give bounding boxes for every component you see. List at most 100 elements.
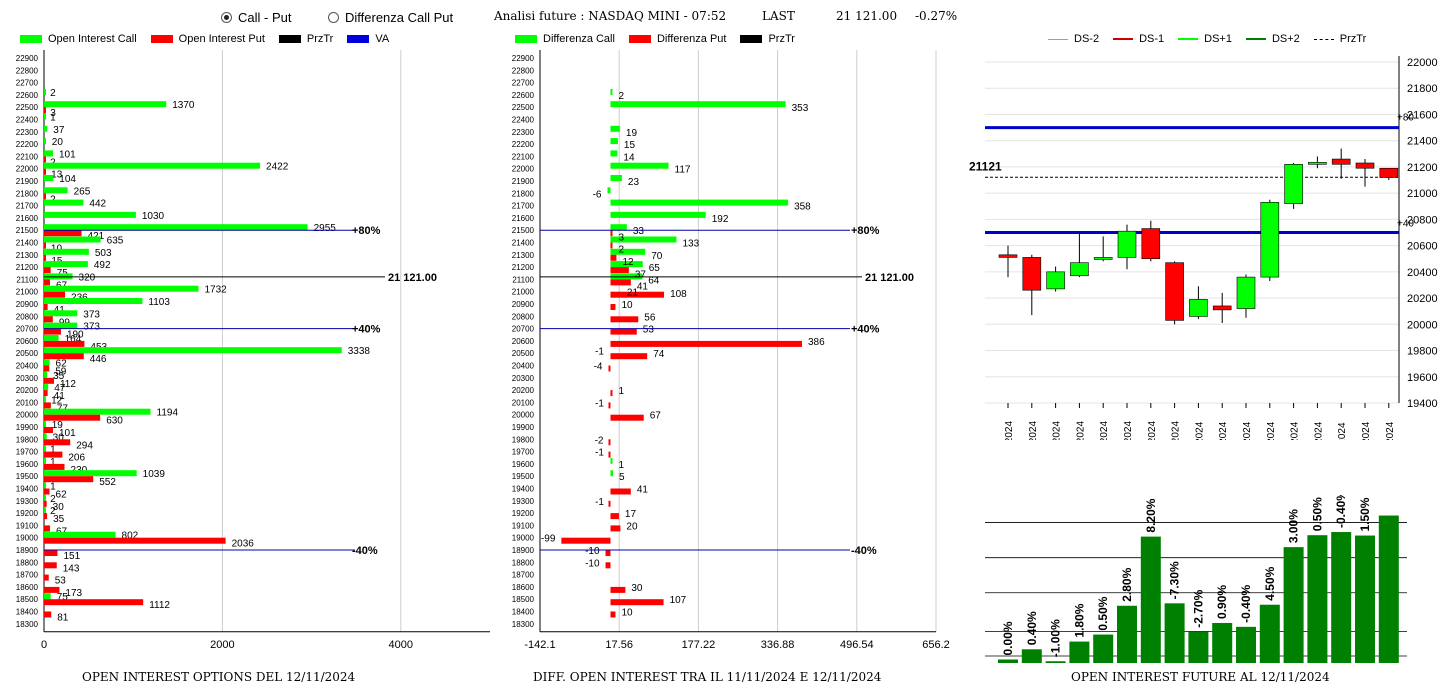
diff-put-bar [610,525,621,532]
diff-open-interest-chart: -142.1 17.56 177.22 336.88 496.54 656.2 22900 2… [512,50,950,651]
future-bar [1045,661,1066,663]
call-bar [44,175,54,181]
call-value-label: 20 [52,137,64,148]
diff-value-label: 33 [633,226,645,237]
put-bar [44,513,48,520]
x-tick-label: 177.22 [682,639,716,651]
strike-label: 20500 [16,349,39,358]
strike-label: 18400 [16,608,39,617]
legend-item-oi-call: Open Interest Call [20,33,137,45]
strike-label: 21500 [16,226,39,235]
put-bar [44,168,46,175]
call-value-label: 1370 [172,100,195,111]
call-value-label: 2955 [314,223,337,234]
diff-put-bar [610,279,631,286]
future-bar [1212,622,1233,663]
legend-item-ds+2: DS+2 [1245,33,1300,45]
legend-swatch [347,35,370,43]
diff-value-label: 19 [626,128,638,139]
strike-label: 22900 [16,54,39,63]
diff-put-bar [610,611,616,618]
future-bar-label: 0.00% [1001,621,1015,655]
x-tick-label: 656.2 [922,639,950,651]
future-bar-label: 0.50% [1096,596,1110,630]
strike-label: 21200 [512,263,535,272]
future-bar [1188,631,1209,663]
legend-label: DS+2 [1271,33,1300,45]
diff-put-bar [610,414,644,421]
future-bar [1307,535,1328,663]
date-label: 31/10/2024 [1171,421,1182,440]
call-bar [44,310,78,317]
strike-label: 19000 [512,534,535,543]
footer-diff-oi: DIFF. OPEN INTEREST TRA IL 11/11/2024 E … [533,670,882,684]
put-bar [44,390,48,397]
strike-label: 21500 [512,226,535,235]
diff-put-bar [610,513,619,520]
radio-call-put-label: Call - Put [238,10,292,25]
diff-value-label: 10 [621,300,633,311]
put-value-label: 151 [63,551,80,562]
call-bar [44,125,48,132]
legend-line [1245,38,1266,40]
call-value-label: 1 [50,113,56,124]
legend-label: PrzTr [768,33,795,45]
reference-label: +80% [352,225,381,237]
strike-label: 19600 [16,460,39,469]
strike-label: 20800 [16,312,39,321]
put-value-label: 1112 [149,600,170,611]
call-value-label: 2422 [266,162,289,173]
candle-body [1331,158,1351,165]
call-bar [44,334,59,341]
put-bar [44,611,52,618]
legend-item-oi-put: Open Interest Put [150,33,265,45]
call-value-label: 1103 [148,297,170,308]
date-label: 04/11/2024 [1218,421,1229,440]
legend-label: DS-2 [1074,33,1100,45]
put-bar [44,414,101,421]
date-label: 06/11/2024 [1266,421,1277,440]
y-tick-label: 19400 [1407,398,1438,410]
strike-label: 21300 [16,251,39,260]
strike-label: 21700 [512,202,535,211]
put-value-label: 62 [56,490,68,501]
candle-body [1308,162,1327,165]
call-bar [44,396,46,403]
call-bar [44,322,78,329]
diff-value-label: -4 [594,362,603,373]
put-value-label: 101 [59,428,76,439]
put-bar [44,328,61,335]
future-bar-label: 1.50% [1358,497,1372,531]
y-tick-label: 22000 [1407,57,1438,69]
legend-line [1313,38,1334,40]
strike-label: 22200 [512,140,535,149]
future-bar-label: 2.80% [1120,567,1134,601]
legend-line [1178,38,1199,40]
strike-label: 18900 [512,546,535,555]
strike-label: 20900 [512,300,535,309]
strike-label: 18700 [16,571,39,580]
strike-label: 22300 [512,128,535,137]
diff-put-bar [610,230,613,237]
strike-label: 22700 [16,79,39,88]
future-bar [1355,535,1375,663]
diff-value-label: 21 [627,288,639,299]
diff-value-label: 358 [794,202,811,213]
call-value-label: 1194 [157,408,179,419]
candle-body [1355,162,1375,169]
future-bar-label: -0.40% [1334,495,1348,528]
future-bar-label: 8.20% [1144,498,1158,532]
future-bar [1283,547,1304,663]
call-value-label: 1 [50,445,56,456]
reference-label: +80% [851,225,880,237]
radio-call-put[interactable]: Call - Put [221,10,291,25]
y-tick-label: 20400 [1407,267,1438,279]
strike-label: 21400 [16,239,39,248]
call-value-label: 35 [53,371,65,382]
date-label: 28/10/2024 [1099,421,1110,440]
y-tick-label: 20000 [1407,319,1438,331]
last-label: LAST [762,9,795,23]
candle-body [998,254,1018,258]
call-value-label: 442 [89,199,106,210]
radio-differenza[interactable]: Differenza Call Put [328,10,453,25]
